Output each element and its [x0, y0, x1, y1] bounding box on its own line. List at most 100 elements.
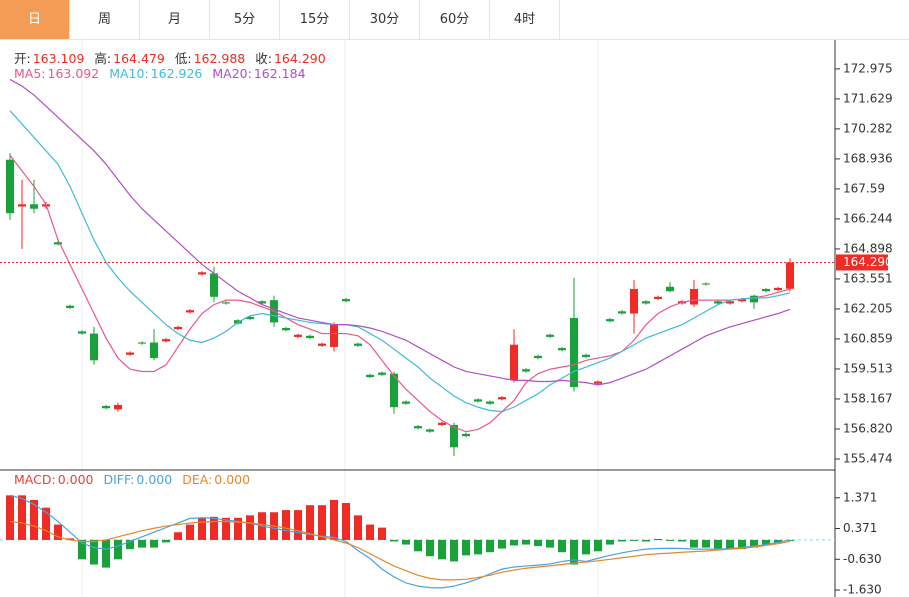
macd-bar [174, 532, 182, 540]
candle-body [498, 397, 506, 400]
legend-label: DIFF: [103, 472, 135, 487]
tab[interactable]: 30分 [350, 0, 420, 39]
macd-bar [474, 539, 482, 555]
info-value: 164.290 [273, 51, 326, 66]
legend-value: 163.092 [47, 66, 100, 81]
y-tick-label: 158.167 [843, 391, 893, 405]
macd-bar [138, 539, 146, 548]
legend-value: 162.184 [253, 66, 306, 81]
y-tick-label: 155.474 [843, 451, 893, 465]
candle-body [282, 328, 290, 331]
tab[interactable]: 周 [70, 0, 140, 39]
candle-body [714, 301, 722, 304]
legend-label: DEA: [182, 472, 213, 487]
candle-body [702, 283, 710, 285]
legend: MACD: 0.000 DIFF: 0.000 DEA: 0.000 [14, 472, 260, 487]
y-tick-label: 160.859 [843, 331, 893, 345]
macd-bar [666, 539, 674, 541]
candle-body [450, 424, 458, 448]
y-tick-label: 159.513 [843, 361, 893, 375]
macd-bar [546, 539, 554, 548]
candle-body [558, 348, 566, 351]
candle-body [354, 343, 362, 346]
candle-body [402, 401, 410, 404]
legend: MA5: 163.092 MA10: 162.926 MA20: 162.184 [14, 66, 316, 81]
candle-body [510, 344, 518, 381]
y-tick-label: 172.975 [843, 61, 893, 75]
y-tick-label: 164.898 [843, 241, 893, 255]
candle-body [210, 273, 218, 297]
y-tick-label: 168.936 [843, 151, 893, 165]
macd-bar [246, 515, 254, 540]
macd-bar [486, 539, 494, 553]
macd-bar [630, 539, 638, 541]
info-label: 低: [174, 51, 192, 66]
info-item: 低: 162.988 [175, 51, 247, 66]
candle-body [594, 381, 602, 384]
macd-bar [234, 517, 242, 540]
candle-body [642, 301, 650, 304]
candle-body [546, 334, 554, 337]
info-value: 162.988 [193, 51, 246, 66]
macd-bar [714, 539, 722, 549]
candle-body [654, 296, 662, 300]
candle-body [690, 288, 698, 305]
legend-item: MA10: 162.926 [109, 66, 204, 81]
y-tick-label: 156.820 [843, 421, 893, 435]
candle-body [366, 374, 374, 378]
candle-body [90, 333, 98, 361]
info-label: 收: [255, 51, 272, 66]
tab[interactable]: 60分 [420, 0, 490, 39]
candle-body [390, 373, 398, 408]
candle-body [774, 287, 782, 291]
y-tick-label: 171.629 [843, 91, 893, 105]
macd-bar [402, 539, 410, 545]
candle-body [486, 401, 494, 404]
macd-bar [738, 539, 746, 550]
macd-bar [186, 524, 194, 540]
legend-item: DIFF: 0.000 [103, 472, 174, 487]
y-tick-label: -0.630 [843, 552, 882, 566]
candle-body [474, 399, 482, 402]
candle-body [150, 342, 158, 359]
line-series [9, 520, 791, 581]
macd-bar [678, 539, 686, 542]
macd-bar [18, 495, 26, 540]
candle-body [342, 299, 350, 302]
legend-item: MA5: 163.092 [14, 66, 101, 81]
macd-bar [774, 539, 782, 544]
tab[interactable]: 月 [140, 0, 210, 39]
candle-body [570, 317, 578, 388]
info-item: 收: 164.290 [255, 51, 327, 66]
candle-body [198, 272, 206, 275]
info-label: 开: [14, 51, 31, 66]
candle-body [30, 204, 38, 209]
macd-bar [6, 495, 14, 540]
candle-body [6, 159, 14, 214]
tab[interactable]: 15分 [280, 0, 350, 39]
macd-bar [702, 539, 710, 548]
candle-body [762, 288, 770, 292]
macd-bar [462, 539, 470, 556]
macd-bar [522, 539, 530, 545]
macd-bar [726, 539, 734, 550]
macd-bar [210, 516, 218, 540]
candle-body [162, 339, 170, 342]
y-tick-label: 166.244 [843, 211, 893, 225]
line-series [9, 78, 791, 386]
macd-bar [414, 539, 422, 552]
tab[interactable]: 5分 [210, 0, 280, 39]
tab[interactable]: 日 [0, 0, 70, 39]
macd-bar [582, 539, 590, 555]
macd-bar [306, 505, 314, 540]
last-price-label: 164.290 [843, 255, 893, 269]
tab[interactable]: 4时 [490, 0, 560, 39]
candle-body [18, 204, 26, 207]
candle-body [186, 310, 194, 313]
macd-bar [66, 538, 74, 540]
macd-bar [690, 539, 698, 548]
candle-body [222, 302, 230, 304]
last-price-box [836, 254, 888, 271]
candle-body [66, 305, 74, 308]
y-tick-label: 0.371 [843, 521, 877, 535]
